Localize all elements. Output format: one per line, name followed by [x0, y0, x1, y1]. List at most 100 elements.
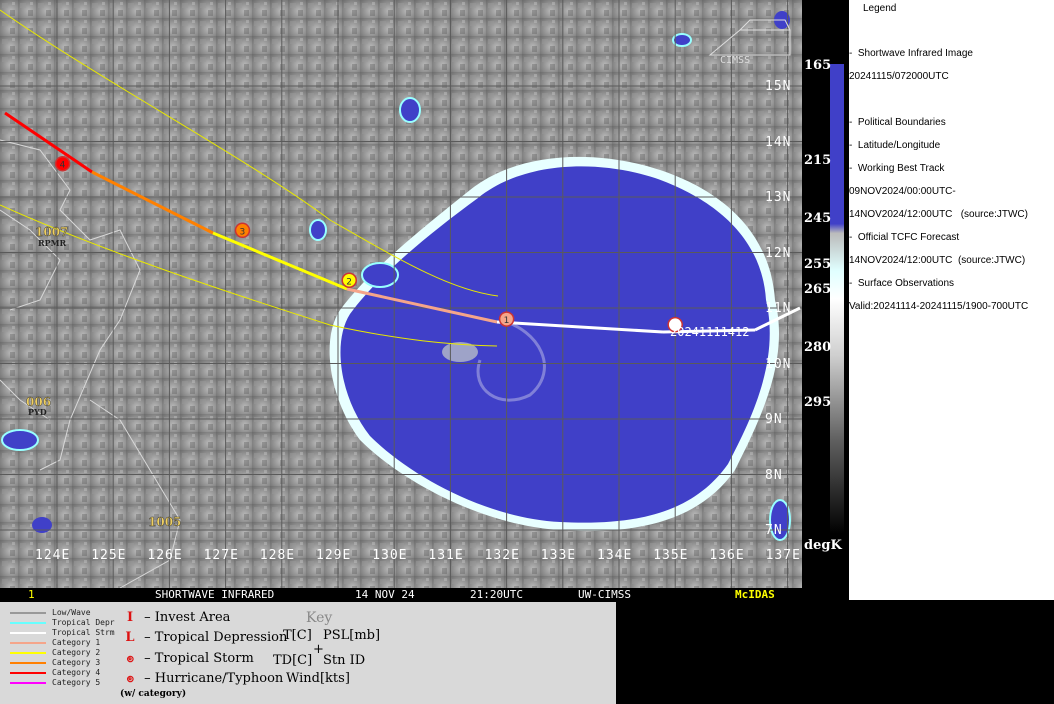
- legend-line: Valid:20241114-20241115/1900-700UTC: [849, 301, 1029, 312]
- surface-observations: 1007 RPMR 006 PYD 1005: [26, 225, 182, 529]
- longitude-label: 135E: [653, 548, 689, 563]
- symbol-key-label: – Tropical Storm: [140, 651, 254, 666]
- legend-line: 09NOV2024/00:00UTC-: [849, 186, 956, 197]
- legend-panel: Legend - Shortwave Infrared Image 2024111…: [849, 0, 1054, 600]
- forecast-cone: [0, 9, 499, 347]
- legend-line: 14NOV2024/12:00UTC (source:JTWC): [849, 255, 1026, 266]
- longitude-label: 126E: [147, 548, 183, 563]
- station-id: PYD: [28, 407, 47, 417]
- track-key-row: Category 5: [10, 678, 100, 687]
- image-source: UW-CIMSS: [578, 588, 631, 601]
- track-color-swatch: [10, 611, 46, 614]
- track-color-swatch: [10, 681, 46, 684]
- colorbar-tick: 255: [804, 257, 832, 272]
- longitude-label: 127E: [203, 548, 239, 563]
- storm-category-label: 2: [346, 277, 352, 287]
- longitude-label: 130E: [372, 548, 408, 563]
- colorbar-tick: 215: [804, 153, 832, 168]
- frame-number: 1: [28, 588, 35, 601]
- track-color-swatch: [10, 641, 46, 644]
- latitude-label: 7N: [765, 523, 783, 538]
- legend-line: - Official TCFC Forecast: [849, 232, 960, 243]
- key-note: (w/ category): [120, 689, 187, 699]
- map-canvas: 4 3 2 1 CIMSS 20241111412 1007 RPMR 006 PYD…: [0, 0, 802, 588]
- track-color-swatch: [10, 631, 46, 634]
- legend-line: - Surface Observations: [849, 278, 955, 289]
- colorbar-tick: 165: [804, 58, 832, 73]
- mcidas-brand: McIDAS: [735, 588, 775, 601]
- legend-line: - Working Best Track: [849, 163, 945, 174]
- longitude-label: 125E: [91, 548, 127, 563]
- storm-position-marker: [498, 311, 515, 327]
- temperature-colorbar: [830, 64, 844, 534]
- colorbar-tick: 265: [804, 282, 832, 297]
- track-key-label: Category 3: [52, 658, 101, 667]
- station-value: 006: [26, 395, 51, 409]
- storm-symbol-icon: ၜ: [126, 651, 134, 666]
- track-color-swatch: [10, 651, 46, 654]
- longitude-label: 131E: [428, 548, 464, 563]
- longitude-label: 132E: [484, 548, 520, 563]
- image-date: 14 NOV 24: [355, 588, 415, 601]
- symbol-key-label: – Tropical Depression: [140, 630, 288, 645]
- legend-line: 20241115/072000UTC: [849, 71, 949, 82]
- storm-category-label: 1: [504, 316, 510, 326]
- longitude-label: 124E: [35, 548, 71, 563]
- latitude-label: 9N: [765, 412, 783, 427]
- track-key-label: Category 5: [52, 678, 101, 687]
- best-track: [4, 111, 801, 334]
- key-dewpoint: TD[C]: [273, 653, 313, 668]
- legend-line: - Shortwave Infrared Image: [849, 48, 973, 59]
- status-bar: 1 SHORTWAVE INFRARED 14 NOV 24 21:20UTC …: [0, 588, 802, 602]
- symbol-key-row: L – Tropical Depression: [120, 630, 287, 645]
- latitude-label: 15N: [765, 79, 792, 94]
- station-value: 1005: [148, 515, 181, 529]
- symbol-key-label: – Invest Area: [140, 610, 231, 625]
- symbol-key-row: ၜ – Hurricane/Typhoon: [120, 670, 283, 689]
- track-key-label: Low/Wave: [52, 608, 91, 617]
- latitude-label: 11N: [765, 301, 792, 316]
- latitude-label: 13N: [765, 190, 792, 205]
- symbol-key-label: – Hurricane/Typhoon: [140, 671, 284, 686]
- track-key-row: Category 1: [10, 638, 100, 647]
- storm-position-marker: [54, 155, 71, 172]
- small-convection: [1, 11, 791, 541]
- latitude-label: 14N: [765, 134, 792, 150]
- storm-position-marker: [341, 272, 357, 288]
- key-pressure: PSL[mb]: [323, 628, 381, 643]
- product-name: SHORTWAVE INFRARED: [155, 588, 275, 601]
- colorbar-tick: 295: [804, 395, 832, 410]
- storm-markers: 4 3 2 1: [54, 155, 683, 333]
- satellite-map: 4 3 2 1 CIMSS 20241111412 1007 RPMR 006 PYD…: [0, 0, 802, 588]
- storm-category-label: 3: [239, 227, 245, 237]
- latitude-label: 12N: [765, 245, 792, 261]
- latitude-label: 10N: [765, 356, 792, 372]
- storm-symbol-icon: L: [125, 630, 135, 645]
- longitude-label: 133E: [540, 548, 577, 563]
- key-title: Key: [306, 610, 333, 626]
- longitude-label: 129E: [316, 548, 352, 563]
- track-key-label: Category 4: [52, 668, 101, 677]
- symbol-key-row: ၜ – Tropical Storm: [120, 650, 254, 669]
- legend-line: 14NOV2024/12:00UTC (source:JTWC): [849, 209, 1028, 220]
- track-key-panel: Low/Wave Tropical Depr Tropical Strm Catego…: [0, 602, 616, 704]
- lat-lon-grid: [0, 0, 802, 588]
- storm-symbol-icon: I: [126, 610, 134, 625]
- track-key-label: Tropical Strm: [52, 628, 115, 637]
- longitude-label: 134E: [597, 548, 633, 563]
- storm-position-marker: [667, 316, 683, 333]
- track-key-label: Category 1: [52, 638, 101, 647]
- storm-cloud-tops: [329, 156, 780, 531]
- latitude-label: 8N: [765, 467, 783, 483]
- cimss-logo: CIMSS: [708, 19, 791, 66]
- track-key-row: Category 2: [10, 648, 100, 657]
- storm-position-marker: [234, 222, 251, 239]
- colorbar-tick: 280: [804, 340, 832, 355]
- storm-category-label: 4: [60, 161, 66, 171]
- track-label: 20241111412: [670, 325, 749, 339]
- longitude-label: 136E: [709, 548, 745, 563]
- track-key-label: Category 2: [52, 648, 101, 657]
- longitude-label: 137E: [765, 548, 801, 563]
- legend-line: - Political Boundaries: [849, 117, 946, 128]
- longitude-label: 128E: [259, 548, 296, 563]
